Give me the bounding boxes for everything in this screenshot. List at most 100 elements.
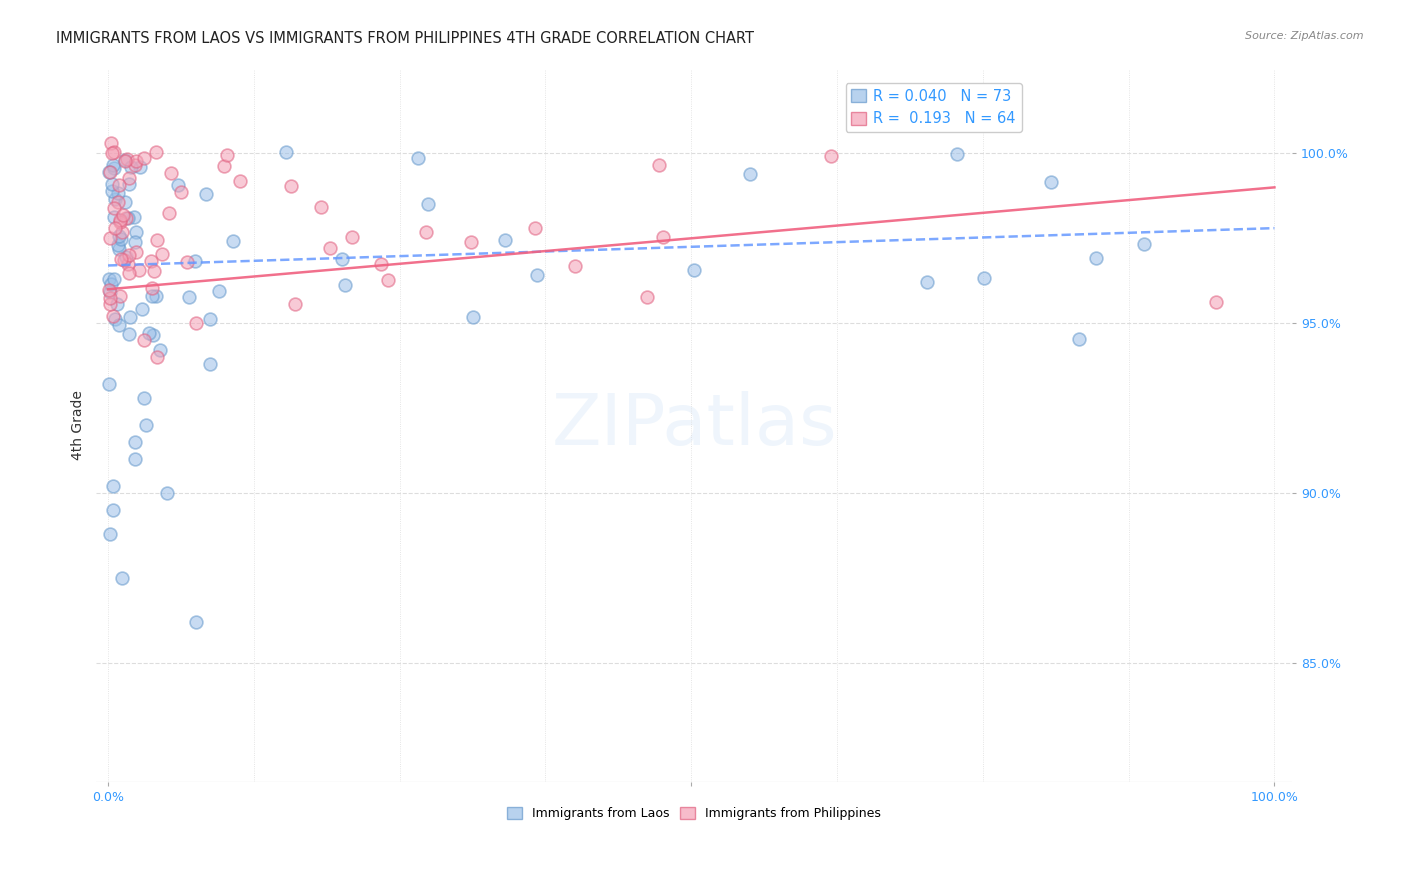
Point [108,213,131,227]
Point [98,272,121,286]
Point [460,235,482,250]
Point [107,242,129,256]
Point [738,167,761,181]
Point [157,206,180,220]
Point [104,192,127,206]
Point [105,297,128,311]
Point [145,145,167,159]
Point [212,159,235,173]
Point [333,278,356,293]
Point [101,177,124,191]
Point [110,252,132,267]
Point [340,229,363,244]
Point [117,257,139,271]
Point [115,152,138,166]
Point [184,316,207,330]
Point [101,146,124,161]
Point [145,233,167,247]
Point [98,164,121,178]
Point [494,233,516,247]
Point [128,161,150,175]
Point [146,350,169,364]
Point [526,268,548,282]
Point [564,259,586,273]
Point [167,178,190,192]
Point [150,247,173,261]
Point [170,185,193,199]
Point [636,290,658,304]
Point [118,171,141,186]
Point [377,273,399,287]
Point [1205,294,1227,309]
Point [122,210,145,224]
Point [108,178,131,192]
Point [648,158,671,172]
Point [142,264,165,278]
Point [1133,236,1156,251]
Point [103,145,125,160]
Point [124,245,146,260]
Point [309,200,332,214]
Point [107,195,129,210]
Point [100,164,122,178]
Point [208,285,231,299]
Point [215,148,238,162]
Point [125,153,148,168]
Point [103,202,125,216]
Point [107,318,129,333]
Point [463,310,485,324]
Point [104,220,127,235]
Point [110,215,132,229]
Point [274,145,297,160]
Point [145,289,167,303]
Point [195,186,218,201]
Point [134,151,156,165]
Point [229,173,252,187]
Point [114,195,136,210]
Point [115,211,138,225]
Point [111,571,134,585]
Point [100,136,122,151]
Point [141,289,163,303]
Point [117,266,139,280]
Point [98,291,121,305]
Point [98,230,121,244]
Point [101,479,124,493]
Point [524,221,547,235]
Point [118,327,141,342]
Point [183,253,205,268]
Point [946,147,969,161]
Point [915,275,938,289]
Point [114,251,136,265]
Point [118,248,141,262]
Point [124,158,146,172]
Point [198,311,221,326]
Point [124,235,146,249]
Point [160,166,183,180]
Point [117,211,139,225]
Point [101,503,124,517]
Point [114,154,136,169]
Point [98,283,121,297]
Point [415,226,437,240]
Point [107,237,129,252]
Point [103,161,125,176]
Point [139,254,162,268]
Text: Source: ZipAtlas.com: Source: ZipAtlas.com [1246,31,1364,41]
Point [319,241,342,255]
Point [652,230,675,244]
Point [370,257,392,271]
Text: ZIPatlas: ZIPatlas [551,391,837,459]
Point [135,418,157,433]
Point [103,210,125,224]
Point [103,310,125,324]
Point [98,285,121,299]
Point [198,357,221,371]
Point [124,452,146,467]
Text: IMMIGRANTS FROM LAOS VS IMMIGRANTS FROM PHILIPPINES 4TH GRADE CORRELATION CHART: IMMIGRANTS FROM LAOS VS IMMIGRANTS FROM … [56,31,754,46]
Point [103,157,125,171]
Point [103,312,125,326]
Point [141,281,163,295]
Point [408,151,430,165]
Point [416,197,439,211]
